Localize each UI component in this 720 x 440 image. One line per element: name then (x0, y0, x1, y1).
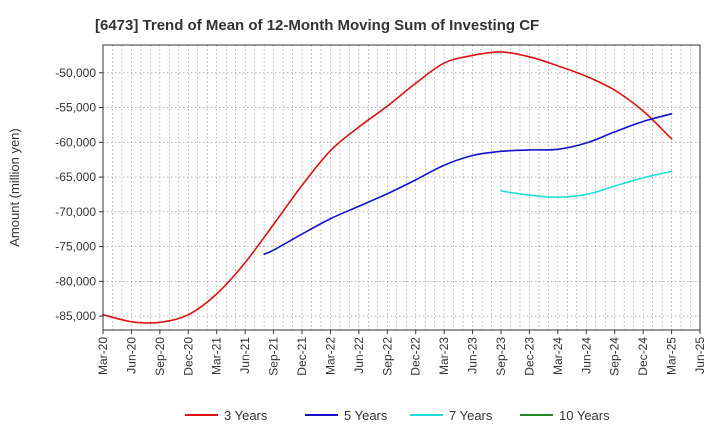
x-tick-label: Sep-23 (494, 337, 508, 376)
x-tick-label: Dec-24 (636, 337, 650, 376)
y-axis-label: Amount (million yen) (7, 128, 22, 247)
series-line-5-years (263, 113, 673, 256)
x-tick-label: Dec-20 (181, 337, 195, 376)
y-tick-label: -50,000 (55, 66, 96, 80)
y-tick-label: -75,000 (55, 240, 96, 254)
x-tick-label: Jun-22 (352, 337, 366, 374)
x-tick-label: Dec-22 (409, 337, 423, 376)
x-tick-label: Jun-21 (238, 337, 252, 374)
series-line-7-years (500, 170, 673, 199)
y-tick-label: -55,000 (55, 101, 96, 115)
x-tick-label: Mar-22 (323, 337, 337, 375)
series-line-3-years (102, 51, 673, 324)
legend-label-7-years: 7 Years (449, 408, 493, 423)
x-tick-label: Mar-25 (665, 337, 679, 375)
x-tick-label: Sep-20 (153, 337, 167, 376)
x-tick-label: Jun-25 (693, 337, 707, 374)
legend-label-3-years: 3 Years (224, 408, 268, 423)
legend: 3 Years 5 Years 7 Years 10 Years (185, 408, 610, 423)
plot-frame (102, 44, 701, 331)
y-tick-label: -80,000 (55, 274, 96, 288)
x-tick-label: Sep-24 (608, 337, 622, 376)
legend-label-10-years: 10 Years (559, 408, 610, 423)
y-tick-label: -70,000 (55, 205, 96, 219)
x-tick-label: Jun-20 (124, 337, 138, 374)
x-tick-label: Dec-23 (522, 337, 536, 376)
x-tick-label: Dec-21 (295, 337, 309, 376)
series-lines (102, 51, 673, 324)
x-tick-label: Mar-21 (210, 337, 224, 375)
x-axis: Mar-20 Jun-20 Sep-20 Dec-20 Mar-21 Jun-21 Sep-… (96, 330, 707, 376)
grid (102, 45, 701, 330)
x-tick-label: Jun-23 (466, 337, 480, 374)
y-axis: -85,000 -80,000 -75,000 -70,000 -65,000 -60,0… (55, 66, 103, 323)
x-tick-label: Mar-23 (437, 337, 451, 375)
x-tick-label: Jun-24 (579, 337, 593, 374)
x-tick-label: Mar-24 (551, 337, 565, 375)
y-tick-label: -85,000 (55, 309, 96, 323)
y-tick-label: -60,000 (55, 135, 96, 149)
x-tick-label: Mar-20 (96, 337, 110, 375)
legend-label-5-years: 5 Years (344, 408, 388, 423)
chart-title: [6473] Trend of Mean of 12-Month Moving … (95, 17, 539, 34)
x-tick-label: Sep-22 (380, 337, 394, 376)
x-tick-label: Sep-21 (267, 337, 281, 376)
y-tick-label: -65,000 (55, 170, 96, 184)
